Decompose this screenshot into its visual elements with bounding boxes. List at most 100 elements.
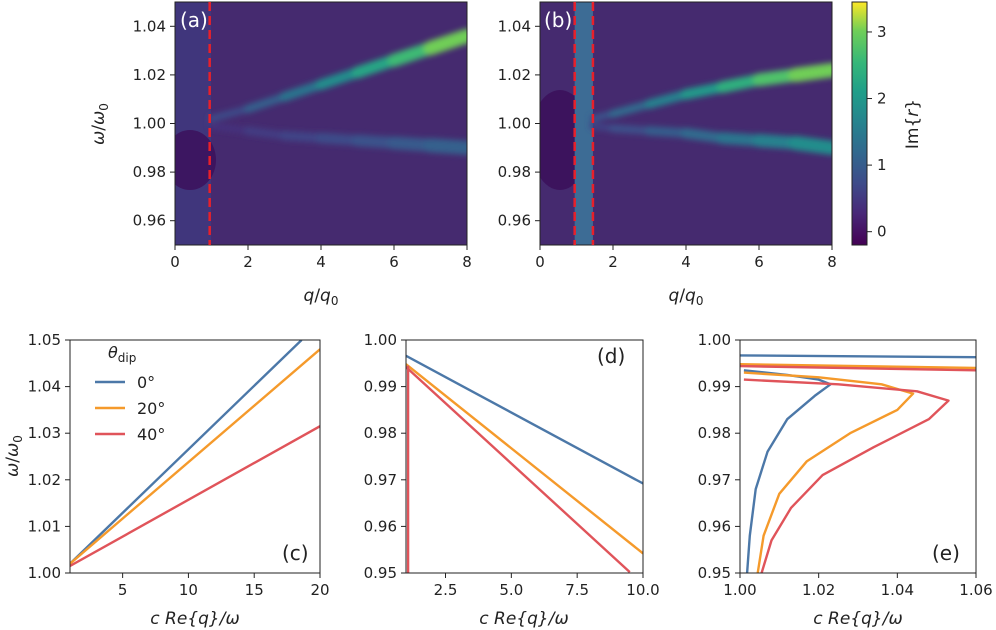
panel-b-xlabel: q/q0 [669,286,704,308]
b-upper-branch-segment [608,99,654,118]
panel-c-ytick-label: 1.04 [28,378,61,396]
legend-entry-label: 40° [137,425,165,444]
panel-c-yticks: 1.00 1.01 1.02 1.03 1.04 1.05 [28,331,70,582]
panel-a-xtick-label: 0 [170,253,180,271]
panel-a-xtick-label: 6 [389,253,399,271]
panel-e-ytick-label: 0.97 [698,471,731,489]
b-lower-branch-segment [608,124,654,135]
panel-d-lines [406,354,643,573]
a-lower-branch-segment [208,122,252,135]
b-upper-branch-segment [680,81,728,100]
colorbar-tick-label: 1 [877,156,887,174]
a-upper-branch-segment [423,28,467,56]
panel-d-xticks: 2.5 5.0 7.5 10.0 [434,573,660,599]
b-upper-branch-segment [788,62,832,82]
panel-b-xtick-label: 8 [827,253,837,271]
panel-b-ytick-label: 1.04 [498,17,531,35]
panel-e-xtick-label: 1.02 [802,581,835,599]
panel-e-series-line [743,371,915,573]
panel-e-xtick-label: 1.06 [959,581,992,599]
panel-c-xlabel: c Re{q}/ω [150,609,239,629]
panel-c-xtick-label: 20 [310,581,329,599]
panel-d-ytick-label: 0.98 [364,424,397,442]
legend-items: 0° 20° 40° [95,373,165,444]
colorbar: 0 1 2 3 Im{r} [851,1,923,246]
panel-e-xticks: 1.00 1.02 1.04 1.06 [723,573,993,599]
a-lower-branch-segment [315,132,363,146]
panel-b-band [574,2,593,245]
panel-e-series-line [743,378,950,573]
panel-e-series-line [740,363,976,370]
panel-c-xtick-label: 5 [118,581,128,599]
panel-d-xtick-label: 5.0 [499,581,523,599]
panel-e-ytick-label: 1.00 [698,331,731,349]
colorbar-tick-label: 0 [877,223,887,241]
panel-c-label: (c) [282,541,309,565]
panel-b-xtick-label: 0 [535,253,545,271]
panel-d-xlabel: c Re{q}/ω [479,609,568,629]
panel-e-xlabel: c Re{q}/ω [813,609,902,629]
panel-b-ytick-label: 1.02 [498,66,531,84]
panel-b-features [589,62,832,155]
panel-a-xtick-label: 4 [316,253,326,271]
panel-d-series-line [406,354,643,485]
panel-e-series-line [740,354,976,359]
panel-d-xtick-label: 7.5 [565,581,589,599]
panel-a-xtick-label: 8 [462,253,472,271]
panel-e-series-line [740,364,976,372]
a-lower-branch-segment [423,138,467,155]
panel-a-ytick-label: 0.98 [133,163,166,181]
panel-c-xtick-label: 10 [179,581,198,599]
panel-d-ytick-label: 0.99 [364,378,397,396]
colorbar-tick-label: 3 [877,23,887,41]
panel-c-xtick-label: 15 [245,581,264,599]
panel-e-ytick-label: 0.95 [698,564,731,582]
panel-a-xtick-label: 2 [243,253,253,271]
a-lower-branch-segment [243,126,289,140]
colorbar-label: Im{r} [903,99,923,149]
panel-b-ytick-label: 1.00 [498,115,531,133]
panel-e-frame [739,339,977,574]
panel-d-xtick-label: 2.5 [434,581,458,599]
panel-b: (b) 0 2 4 6 8 0.96 0.98 1.00 1.02 1.04 q/q0 [498,1,837,308]
panel-b-xtick-label: 4 [681,253,691,271]
panel-a-background [175,2,467,245]
panel-a-left-glow [175,2,211,245]
panel-d-series-line [406,363,643,555]
panel-e-ytick-label: 0.98 [698,424,731,442]
panel-a-xticks: 0 2 4 6 8 [170,245,472,271]
panel-b-label: (b) [544,8,572,32]
panel-b-xtick-label: 6 [754,253,764,271]
panel-c-series-line [70,425,320,568]
panel-e-xtick-label: 1.04 [881,581,914,599]
panel-b-xticks: 0 2 4 6 8 [535,245,837,271]
a-upper-branch-segment [243,92,289,114]
panel-a-ytick-label: 0.96 [133,212,166,230]
panel-c-lines [70,340,320,568]
panel-c-ytick-label: 1.01 [28,517,61,535]
legend-title: θdip [108,343,136,365]
panel-d-label: (d) [597,344,625,368]
panel-d-series-line [406,366,631,573]
panel-d-ytick-label: 0.96 [364,517,397,535]
panel-a-label: (a) [180,8,208,32]
panel-b-yticks: 0.96 0.98 1.00 1.02 1.04 [498,17,540,230]
panel-d: 2.5 5.0 7.5 10.0 0.95 0.96 0.97 0.98 0.99 1.00 (… [364,331,660,629]
b-lower-branch-segment [788,135,832,155]
panel-e-series-line [743,369,832,573]
b-lower-branch-segment [680,127,728,144]
panel-b-vlines [573,2,595,245]
panel-d-ytick-label: 0.95 [364,564,397,582]
panel-a-xlabel: q/q0 [304,286,339,308]
colorbar-ticks: 0 1 2 3 [867,23,887,241]
panel-c: 5 10 15 20 1.00 1.01 1.02 1.03 1.04 1.05 (c) θdi… [3,331,330,629]
panel-b-xtick-label: 2 [608,253,618,271]
b-upper-branch-segment [644,89,691,109]
panel-c-ytick-label: 1.03 [28,424,61,442]
a-upper-branch-segment [208,105,252,123]
panel-c-series-line [70,348,320,565]
panel-a-ytick-label: 1.00 [133,115,166,133]
panel-c-ylabel: ω/ω0 [3,435,25,477]
panel-c-frame [69,339,321,574]
